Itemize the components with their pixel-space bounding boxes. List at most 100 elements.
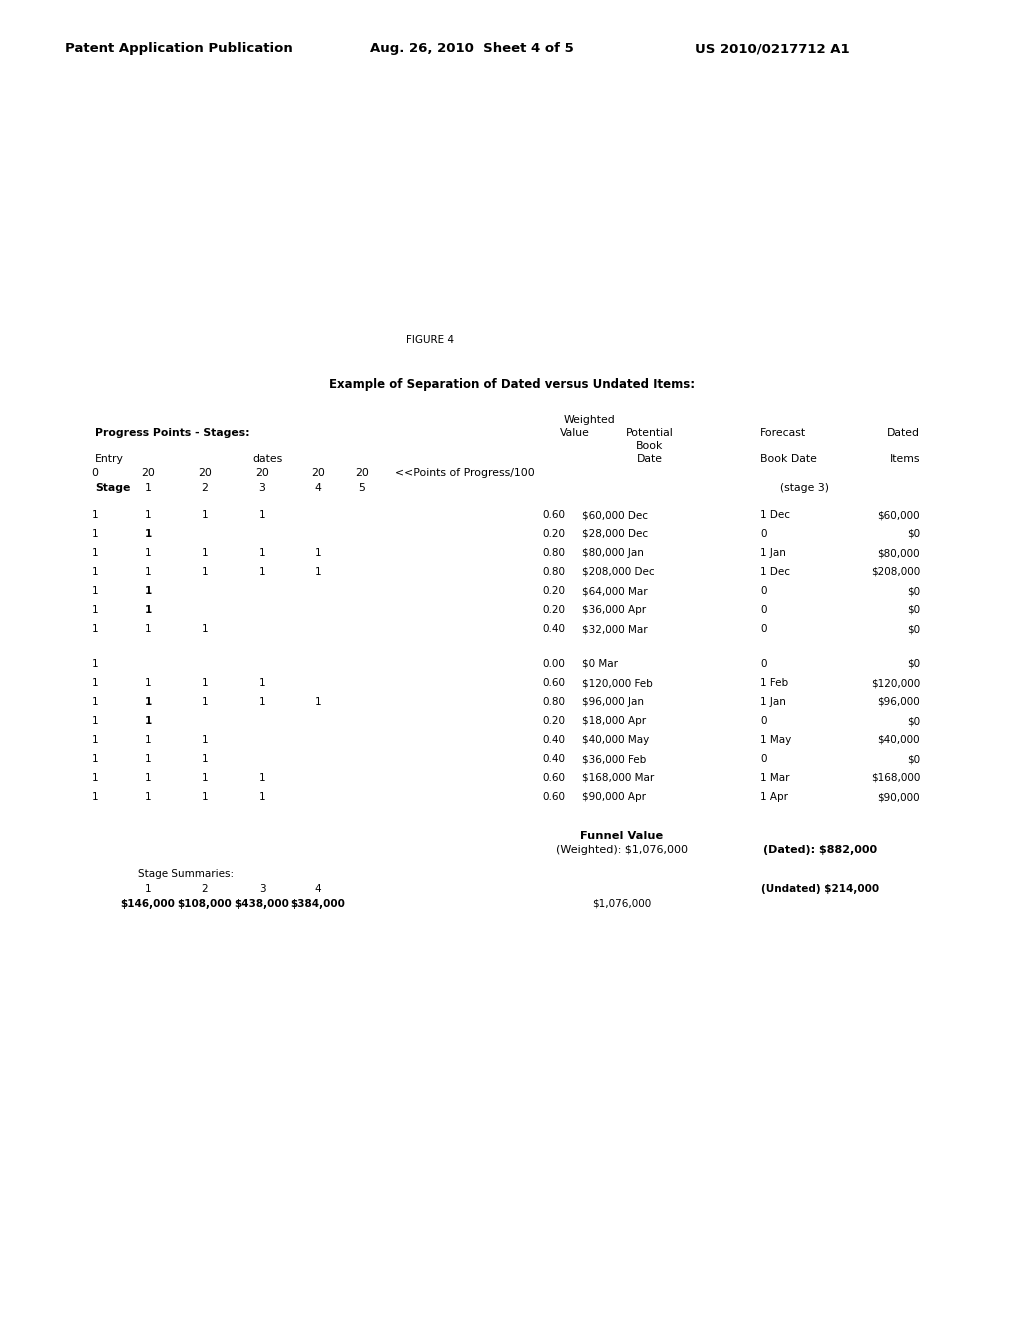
Text: 1: 1 xyxy=(202,697,208,708)
Text: $0 Mar: $0 Mar xyxy=(582,659,618,669)
Text: 1: 1 xyxy=(144,483,152,492)
Text: 1: 1 xyxy=(314,697,322,708)
Text: (Undated) $214,000: (Undated) $214,000 xyxy=(761,884,879,894)
Text: Items: Items xyxy=(890,454,920,465)
Text: Patent Application Publication: Patent Application Publication xyxy=(65,42,293,55)
Text: 3: 3 xyxy=(259,483,265,492)
Text: $0: $0 xyxy=(907,659,920,669)
Text: Value: Value xyxy=(560,428,590,438)
Text: 1 Feb: 1 Feb xyxy=(760,678,788,688)
Text: 0.20: 0.20 xyxy=(542,529,565,539)
Text: 1: 1 xyxy=(202,754,208,764)
Text: $108,000: $108,000 xyxy=(177,899,232,909)
Text: 1: 1 xyxy=(92,754,98,764)
Text: 1: 1 xyxy=(202,568,208,577)
Text: 1: 1 xyxy=(92,774,98,783)
Text: Book Date: Book Date xyxy=(760,454,817,465)
Text: 1 Apr: 1 Apr xyxy=(760,792,788,803)
Text: 0.60: 0.60 xyxy=(542,792,565,803)
Text: 1: 1 xyxy=(144,884,152,894)
Text: 1: 1 xyxy=(259,510,265,520)
Text: $120,000 Feb: $120,000 Feb xyxy=(582,678,652,688)
Text: $18,000 Apr: $18,000 Apr xyxy=(582,715,646,726)
Text: $168,000: $168,000 xyxy=(870,774,920,783)
Text: Aug. 26, 2010  Sheet 4 of 5: Aug. 26, 2010 Sheet 4 of 5 xyxy=(370,42,573,55)
Text: 1 Mar: 1 Mar xyxy=(760,774,790,783)
Text: 20: 20 xyxy=(355,469,369,478)
Text: 1: 1 xyxy=(314,548,322,558)
Text: 1: 1 xyxy=(92,792,98,803)
Text: $96,000 Jan: $96,000 Jan xyxy=(582,697,644,708)
Text: $40,000 May: $40,000 May xyxy=(582,735,649,744)
Text: (Weighted): $1,076,000: (Weighted): $1,076,000 xyxy=(556,845,688,855)
Text: 0: 0 xyxy=(760,754,767,764)
Text: 20: 20 xyxy=(311,469,325,478)
Text: 0.80: 0.80 xyxy=(542,568,565,577)
Text: 1: 1 xyxy=(144,697,152,708)
Text: $384,000: $384,000 xyxy=(291,899,345,909)
Text: 20: 20 xyxy=(255,469,269,478)
Text: 1: 1 xyxy=(92,529,98,539)
Text: Forecast: Forecast xyxy=(760,428,806,438)
Text: $120,000: $120,000 xyxy=(870,678,920,688)
Text: 4: 4 xyxy=(314,884,322,894)
Text: Book: Book xyxy=(636,441,664,451)
Text: 1: 1 xyxy=(259,548,265,558)
Text: 1 Jan: 1 Jan xyxy=(760,548,785,558)
Text: 0: 0 xyxy=(760,659,767,669)
Text: 1: 1 xyxy=(92,697,98,708)
Text: (Dated): $882,000: (Dated): $882,000 xyxy=(763,845,878,855)
Text: 1: 1 xyxy=(144,624,152,634)
Text: $60,000: $60,000 xyxy=(878,510,920,520)
Text: dates: dates xyxy=(252,454,283,465)
Text: 1: 1 xyxy=(259,568,265,577)
Text: 1: 1 xyxy=(259,678,265,688)
Text: 1: 1 xyxy=(144,568,152,577)
Text: 1: 1 xyxy=(202,624,208,634)
Text: 1: 1 xyxy=(144,678,152,688)
Text: $0: $0 xyxy=(907,529,920,539)
Text: 0.60: 0.60 xyxy=(542,510,565,520)
Text: $32,000 Mar: $32,000 Mar xyxy=(582,624,647,634)
Text: 1: 1 xyxy=(92,624,98,634)
Text: 0.60: 0.60 xyxy=(542,774,565,783)
Text: 1: 1 xyxy=(202,678,208,688)
Text: 1: 1 xyxy=(144,754,152,764)
Text: 2: 2 xyxy=(202,884,208,894)
Text: $0: $0 xyxy=(907,754,920,764)
Text: 1: 1 xyxy=(259,792,265,803)
Text: 0: 0 xyxy=(91,469,98,478)
Text: 1: 1 xyxy=(144,548,152,558)
Text: $0: $0 xyxy=(907,605,920,615)
Text: 1: 1 xyxy=(202,735,208,744)
Text: 5: 5 xyxy=(358,483,366,492)
Text: $36,000 Feb: $36,000 Feb xyxy=(582,754,646,764)
Text: 1: 1 xyxy=(92,510,98,520)
Text: 20: 20 xyxy=(141,469,155,478)
Text: 1: 1 xyxy=(202,774,208,783)
Text: 4: 4 xyxy=(314,483,322,492)
Text: 1: 1 xyxy=(314,568,322,577)
Text: 20: 20 xyxy=(198,469,212,478)
Text: $90,000: $90,000 xyxy=(878,792,920,803)
Text: 1: 1 xyxy=(92,586,98,597)
Text: 1 Dec: 1 Dec xyxy=(760,510,790,520)
Text: 1: 1 xyxy=(144,510,152,520)
Text: (stage 3): (stage 3) xyxy=(780,483,829,492)
Text: FIGURE 4: FIGURE 4 xyxy=(406,335,454,345)
Text: 1: 1 xyxy=(144,715,152,726)
Text: 1 May: 1 May xyxy=(760,735,792,744)
Text: US 2010/0217712 A1: US 2010/0217712 A1 xyxy=(695,42,850,55)
Text: $438,000: $438,000 xyxy=(234,899,290,909)
Text: Weighted: Weighted xyxy=(564,414,615,425)
Text: 0: 0 xyxy=(760,529,767,539)
Text: Entry: Entry xyxy=(95,454,124,465)
Text: 1: 1 xyxy=(92,568,98,577)
Text: Date: Date xyxy=(637,454,663,465)
Text: Example of Separation of Dated versus Undated Items:: Example of Separation of Dated versus Un… xyxy=(329,378,695,391)
Text: 1: 1 xyxy=(202,792,208,803)
Text: Dated: Dated xyxy=(887,428,920,438)
Text: 1: 1 xyxy=(92,735,98,744)
Text: 1: 1 xyxy=(92,659,98,669)
Text: 0: 0 xyxy=(760,715,767,726)
